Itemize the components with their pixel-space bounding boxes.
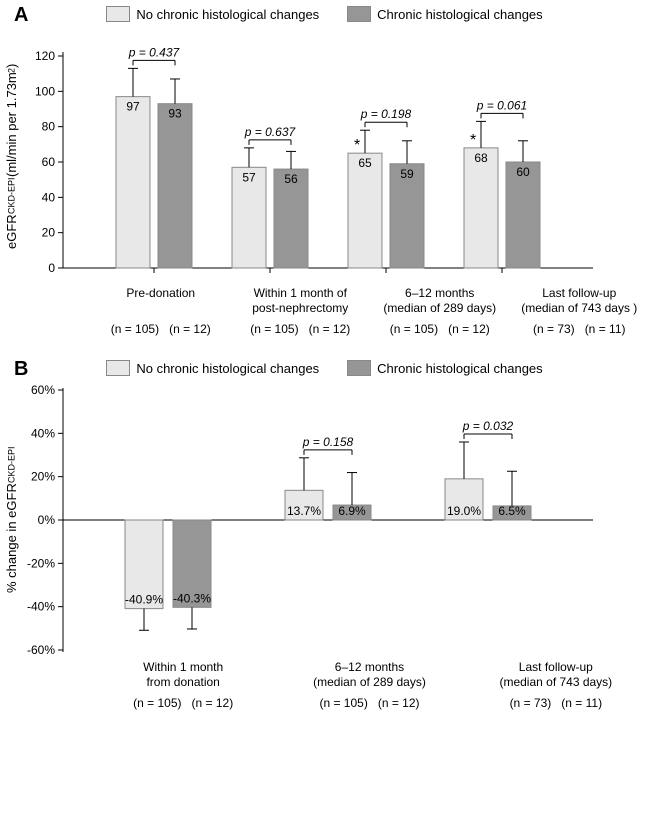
chart-a-wrap: eGFRCKD-EPI (ml/min per 1.73m2) 0 20 40 60 8…: [0, 26, 649, 286]
svg-text:6.9%: 6.9%: [338, 504, 366, 518]
svg-text:65: 65: [358, 156, 372, 170]
panel-a: No chronic histological changes Chronic …: [0, 0, 649, 346]
svg-text:120: 120: [35, 49, 55, 63]
legend-item-no-change: No chronic histological changes: [106, 360, 319, 376]
svg-text:80: 80: [42, 120, 56, 134]
figure: No chronic histological changes Chronic …: [0, 0, 649, 720]
swatch-chronic: [347, 360, 371, 376]
svg-text:p = 0.158: p = 0.158: [302, 435, 354, 449]
xlabels-a: Pre-donationWithin 1 month ofpost-nephre…: [44, 286, 649, 316]
svg-text:57: 57: [242, 170, 256, 184]
n-label: (n = 105)(n = 12): [370, 322, 510, 336]
xgroup-label: 6–12 months(median of 289 days): [276, 660, 462, 690]
nline-a: (n = 105)(n = 12)(n = 105)(n = 12)(n = 1…: [44, 322, 649, 336]
legend-label: Chronic histological changes: [377, 361, 542, 376]
swatch-no-change: [106, 360, 130, 376]
svg-text:19.0%: 19.0%: [447, 504, 481, 518]
n-label: (n = 105)(n = 12): [231, 322, 371, 336]
xgroup-label: 6–12 months(median of 289 days): [370, 286, 510, 316]
legend-item-no-change: No chronic histological changes: [106, 6, 319, 22]
svg-text:-40%: -40%: [27, 600, 55, 614]
svg-text:97: 97: [126, 100, 140, 114]
svg-text:p = 0.032: p = 0.032: [462, 419, 514, 433]
legend-item-chronic: Chronic histological changes: [347, 360, 542, 376]
svg-text:13.7%: 13.7%: [287, 504, 321, 518]
svg-text:p = 0.637: p = 0.637: [244, 125, 297, 139]
chart-a: 0 20 40 60 80 100 120 97 93 p = 0.437 57 56 p = 0.63…: [23, 26, 603, 286]
svg-text:-60%: -60%: [27, 643, 55, 657]
svg-text:0%: 0%: [38, 513, 56, 527]
panel-label-b: B: [14, 358, 28, 381]
svg-text:60: 60: [42, 155, 56, 169]
xgroup-label: Within 1 month ofpost-nephrectomy: [231, 286, 371, 316]
chart-b: -60% -40% -20% 0% 20% 40% 60% -40.9% -40.3% 13.7%…: [23, 380, 603, 660]
nline-b: (n = 105)(n = 12)(n = 105)(n = 12)(n = 7…: [44, 696, 649, 710]
svg-text:40%: 40%: [31, 426, 55, 440]
svg-text:*: *: [470, 132, 476, 149]
n-label: (n = 105)(n = 12): [276, 696, 462, 710]
n-label: (n = 73)(n = 11): [463, 696, 649, 710]
xlabels-b: Within 1 monthfrom donation6–12 months(m…: [44, 660, 649, 690]
svg-text:68: 68: [474, 151, 488, 165]
ylabel-a: eGFRCKD-EPI (ml/min per 1.73m2): [0, 26, 23, 286]
legend-label: No chronic histological changes: [136, 7, 319, 22]
svg-text:20%: 20%: [31, 470, 55, 484]
swatch-chronic: [347, 6, 371, 22]
svg-text:6.5%: 6.5%: [498, 504, 526, 518]
legend-label: No chronic histological changes: [136, 361, 319, 376]
panel-b: No chronic histological changes Chronic …: [0, 354, 649, 720]
svg-text:p = 0.198: p = 0.198: [360, 107, 412, 121]
svg-text:60%: 60%: [31, 383, 55, 397]
xgroup-label: Last follow-up(median of 743 days ): [510, 286, 649, 316]
svg-text:100: 100: [35, 84, 55, 98]
n-label: (n = 105)(n = 12): [90, 696, 276, 710]
legend-item-chronic: Chronic histological changes: [347, 6, 542, 22]
xgroup-label: Pre-donation: [91, 286, 231, 316]
panel-label-a: A: [14, 4, 28, 27]
svg-text:93: 93: [168, 107, 182, 121]
n-label: (n = 105)(n = 12): [91, 322, 231, 336]
svg-text:p = 0.437: p = 0.437: [128, 45, 181, 59]
legend-label: Chronic histological changes: [377, 7, 542, 22]
svg-text:-40.9%: -40.9%: [125, 593, 163, 607]
chart-b-wrap: % change in eGFRCKD-EPI -60% -40% -20% 0% 20…: [0, 380, 649, 660]
svg-text:-20%: -20%: [27, 556, 55, 570]
svg-text:p = 0.061: p = 0.061: [476, 98, 527, 112]
svg-text:40: 40: [42, 190, 56, 204]
legend-a: No chronic histological changes Chronic …: [0, 0, 649, 26]
svg-text:20: 20: [42, 226, 56, 240]
xgroup-label: Last follow-up(median of 743 days): [463, 660, 649, 690]
ylabel-b: % change in eGFRCKD-EPI: [0, 380, 23, 660]
svg-text:0: 0: [48, 261, 55, 275]
xgroup-label: Within 1 monthfrom donation: [90, 660, 276, 690]
svg-text:*: *: [354, 137, 360, 154]
svg-text:59: 59: [400, 167, 414, 181]
svg-text:56: 56: [284, 172, 298, 186]
svg-text:-40.3%: -40.3%: [173, 591, 211, 605]
swatch-no-change: [106, 6, 130, 22]
svg-text:60: 60: [516, 165, 530, 179]
n-label: (n = 73)(n = 11): [510, 322, 649, 336]
legend-b: No chronic histological changes Chronic …: [0, 354, 649, 380]
